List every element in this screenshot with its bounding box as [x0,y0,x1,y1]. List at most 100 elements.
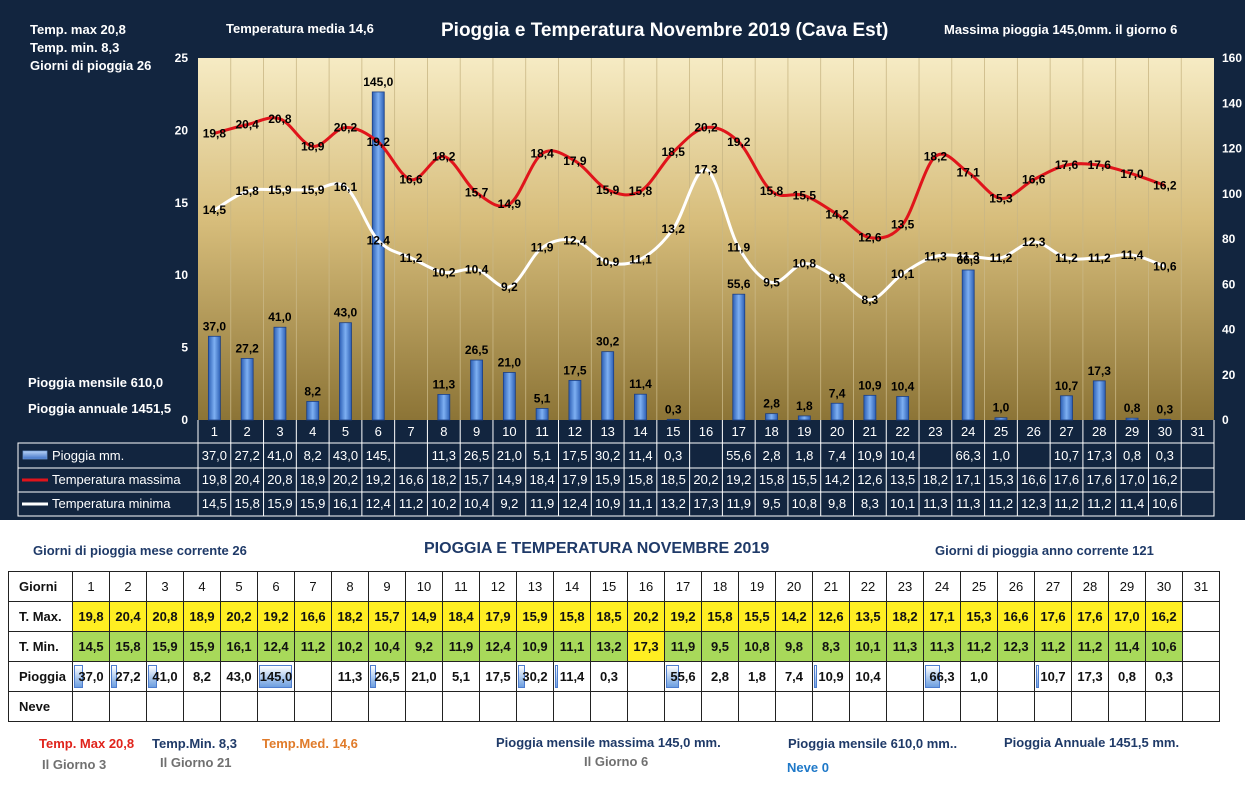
cell-value: 10,7 [1040,669,1066,684]
rain-mini-bar [925,665,940,688]
temp-max-label: 18,2 [432,149,456,163]
x-axis-tick: 11 [535,424,549,439]
table-cell: 30,2 [516,661,554,692]
temp-min-label: 15,8 [235,184,259,198]
temp-min-label: 11,2 [990,251,1013,265]
cell-value: 37,0 [78,669,104,684]
cell-value: 0,3 [599,669,619,684]
cell-value: 4 [198,579,206,594]
table-cell: 8,3 [861,496,879,511]
rain-bar [666,418,680,421]
table-cell: 11,3 [923,496,947,511]
rain-bar-label: 26,5 [465,343,489,357]
table-cell: 15,9 [267,496,292,511]
cell-value: 11,3 [929,639,955,654]
temp-max-label: 13,5 [891,218,915,232]
table-cell [923,691,961,722]
table-cell [886,691,924,722]
table-cell: 20,2 [627,601,665,632]
table-cell: 145, [366,448,391,463]
cell-value: 10 [416,579,432,594]
table-cell [442,691,480,722]
table-cell: 43,0 [333,448,358,463]
rain-bar [371,91,385,421]
table-cell [1145,691,1183,722]
table-cell: 55,6 [726,448,751,463]
cell-value: 11,3 [892,639,918,654]
temp-max-label: 17,1 [957,165,981,179]
cell-value: 43,0 [226,669,252,684]
table-cell [627,691,665,722]
cell-value: 17,1 [929,609,955,624]
cell-value: 22 [860,579,876,594]
table-cell: 19,8 [202,472,227,487]
x-axis-tick: 13 [600,424,614,439]
rain-mini-bar [666,665,679,688]
table-cell: 29 [1108,571,1146,602]
table-cell: 43,0 [220,661,258,692]
cell-value: 20,8 [152,609,178,624]
cell-value: 16,1 [226,639,252,654]
temp-min-summary: Temp. min. 8,3 [30,40,120,55]
cell-value: 21,0 [411,669,437,684]
table-cell: 0,3 [664,448,682,463]
table-cell: 10,8 [738,631,776,662]
temp-min-label: 11,4 [1121,248,1144,262]
table-cell: 16,1 [220,631,258,662]
temp-max-label: 15,8 [629,184,653,198]
table-cell: 10,7 [1054,448,1079,463]
cell-value: 8,2 [192,669,212,684]
cell-value: 14 [564,579,580,594]
rain-bar-label: 21,0 [498,355,522,369]
cell-value: 16,2 [1151,609,1177,624]
table-cell: 2 [109,571,147,602]
cell-value: 1,0 [969,669,989,684]
temp-max-label: 19,8 [203,126,227,140]
table-cell [72,691,110,722]
annual-rain-summary: Pioggia annuale 1451,5 [28,401,172,416]
cell-value: 23 [897,579,913,594]
table-cell: 14,2 [775,601,813,632]
rain-bar [601,351,615,421]
table-cell: 15,9 [146,631,184,662]
table-cell: 11,3 [331,661,369,692]
cell-value: 15,8 [559,609,585,624]
temp-min-footer: Temp.Min. 8,3 [152,736,237,751]
rain-bar-label: 8,2 [304,384,321,398]
table-row: Giorni 1 2 3 4 5 6 7 8 9 10 11 12 13 14 15 16 17 18 19 20 21 2… [8,571,1220,602]
table-cell: 10,9 [595,496,620,511]
temp-min-label: 13,2 [662,222,686,236]
rain-bar-label: 1,8 [796,399,813,413]
table-cell: 10,2 [431,496,456,511]
temp-min-label: 10,8 [793,257,817,271]
table-cell: 18 [701,571,739,602]
rain-bar-label: 145,0 [363,75,393,89]
table-cell: 10,7 [1034,661,1072,692]
table-cell: 15,8 [628,472,653,487]
cell-value: 12,4 [485,639,511,654]
right-axis-tick: 140 [1222,96,1242,110]
cell-value: 10,2 [337,639,363,654]
cell-value: 17,5 [485,669,511,684]
rain-bar-label: 37,0 [203,319,227,333]
table-cell: 7,4 [828,448,846,463]
temp-max-label: 12,6 [858,231,882,245]
x-axis-tick: 4 [309,424,316,439]
table-cell: 19,2 [366,472,391,487]
table-cell: 15,9 [595,472,620,487]
rain-bar [535,408,549,421]
right-axis-tick: 80 [1222,232,1236,246]
cell-value: 15 [601,579,617,594]
table-cell: 19,2 [664,601,702,632]
cell-value: 18,2 [892,609,918,624]
cell-value: 13,2 [596,639,622,654]
rain-mini-bar [814,665,817,688]
cell-value: 55,6 [670,669,696,684]
temp-max-label: 16,6 [1022,173,1046,187]
table-cell: 17,5 [479,661,517,692]
table-cell: 7 [294,571,332,602]
x-axis-tick: 25 [994,424,1008,439]
table-cell: 11,4 [1108,631,1146,662]
rain-bar [339,322,352,421]
table-cell: 16 [627,571,665,602]
